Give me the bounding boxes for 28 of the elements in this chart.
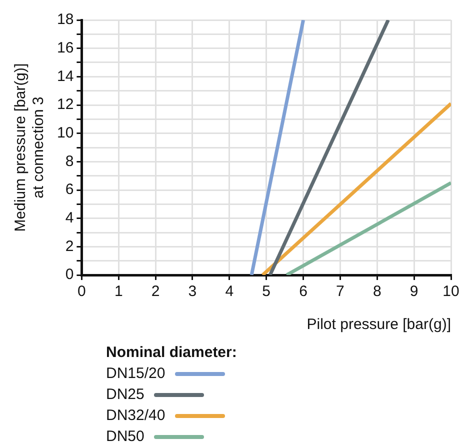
y-tick-label: 0	[65, 266, 74, 284]
x-tick-label: 6	[299, 283, 308, 300]
y-tick-label: 2	[65, 238, 74, 255]
x-tick-label: 0	[78, 283, 86, 300]
x-tick-label: 1	[114, 283, 123, 300]
x-tick-label: 9	[410, 283, 418, 300]
legend-label: DN50	[106, 427, 144, 447]
y-tick-label: 10	[56, 124, 74, 142]
x-tick-label: 4	[225, 283, 234, 300]
y-tick-label: 8	[65, 152, 74, 170]
x-tick-label: 3	[188, 283, 197, 300]
y-tick-label: 16	[56, 39, 74, 56]
y-tick-label: 14	[56, 68, 74, 85]
x-tick-label: 5	[262, 283, 271, 300]
legend-label: DN32/40	[106, 406, 166, 426]
legend-label: DN15/20	[106, 364, 166, 384]
legend-title: Nominal diameter:	[106, 343, 237, 363]
x-axis-title: Pilot pressure [bar(g)]	[306, 316, 451, 334]
legend-label: DN25	[106, 385, 144, 405]
y-tick-label: 6	[65, 181, 74, 198]
x-tick-label: 7	[336, 283, 344, 300]
y-tick-label: 12	[56, 96, 74, 114]
x-tick-label: 2	[151, 283, 160, 300]
y-tick-label: 18	[56, 11, 74, 28]
y-tick-label: 4	[65, 209, 74, 226]
y-axis-title: Medium pressure [bar(g)] at connection 3	[12, 63, 48, 232]
x-tick-label: 8	[372, 283, 382, 300]
x-tick-label: 10	[442, 283, 460, 300]
